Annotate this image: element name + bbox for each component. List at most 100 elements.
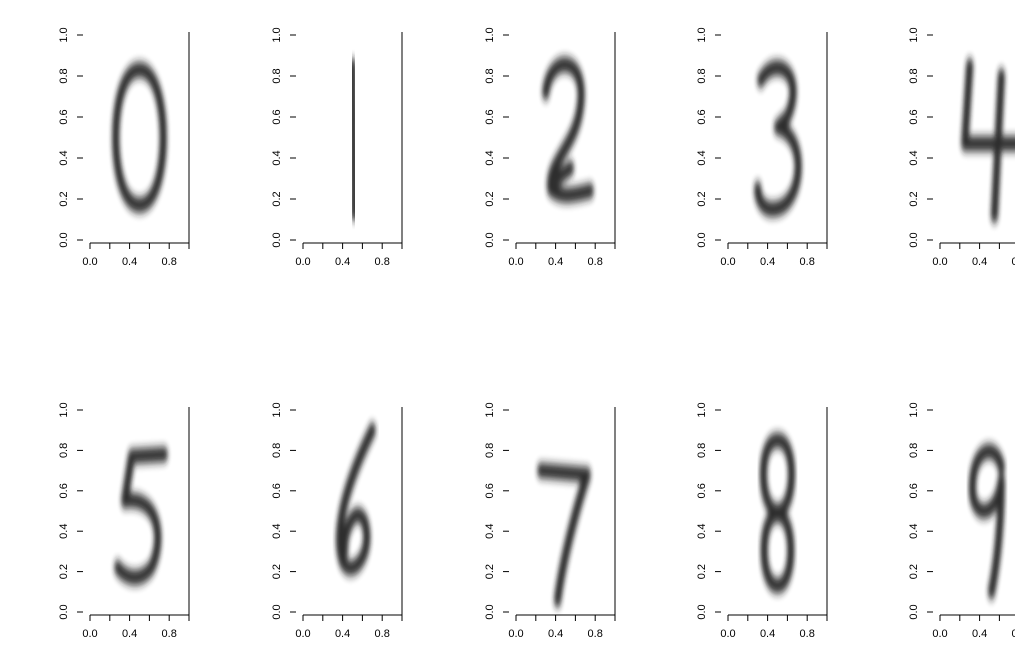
y-tick-label: 0.2 bbox=[58, 191, 70, 206]
x-tick-label: 0.4 bbox=[335, 628, 350, 640]
panel: 0.0 0.4 0.8 0.0 0.2 0.4 0.6 0.8 1.0 bbox=[58, 27, 189, 268]
y-tick-label: 0.0 bbox=[908, 604, 920, 619]
y-tick-label: 0.2 bbox=[484, 564, 496, 579]
x-tick-label: 0.8 bbox=[800, 256, 815, 268]
x-tick-label: 0.8 bbox=[800, 628, 815, 640]
x-tick-label: 0.8 bbox=[1012, 628, 1015, 640]
y-tick-label: 0.8 bbox=[696, 443, 708, 458]
panel: 0.0 0.4 0.8 0.0 0.2 0.4 0.6 0.8 1.0 bbox=[484, 402, 615, 640]
x-tick-label: 0.4 bbox=[335, 256, 350, 268]
y-tick-label: 0.6 bbox=[696, 483, 708, 498]
y-tick-label: 0.6 bbox=[484, 483, 496, 498]
digit-image bbox=[763, 440, 791, 585]
y-tick-label: 0.0 bbox=[484, 604, 496, 619]
x-tick-label: 0.4 bbox=[122, 628, 137, 640]
y-tick-label: 0.0 bbox=[58, 232, 70, 247]
y-tick-label: 0.2 bbox=[908, 564, 920, 579]
y-tick-label: 0.8 bbox=[696, 68, 708, 83]
y-tick-label: 1.0 bbox=[696, 402, 708, 417]
y-tick-label: 0.2 bbox=[58, 564, 70, 579]
y-tick-label: 0.4 bbox=[696, 524, 708, 539]
digit-image bbox=[118, 454, 165, 577]
y-tick-label: 0.4 bbox=[58, 524, 70, 539]
y-tick-label: 0.0 bbox=[484, 232, 496, 247]
x-tick-label: 0.0 bbox=[508, 256, 523, 268]
y-tick-label: 0.8 bbox=[271, 443, 283, 458]
y-tick-label: 0.6 bbox=[484, 109, 496, 124]
digit-image bbox=[972, 451, 1001, 591]
x-tick-label: 0.0 bbox=[720, 628, 735, 640]
x-tick-label: 0.4 bbox=[548, 628, 563, 640]
y-tick-label: 0.6 bbox=[908, 483, 920, 498]
y-tick-label: 1.0 bbox=[908, 402, 920, 417]
y-tick-label: 0.6 bbox=[271, 109, 283, 124]
panel: 0.0 0.4 0.8 0.0 0.2 0.4 0.6 0.8 1.0 bbox=[696, 402, 827, 640]
figure: 0.00.40.80.00.20.40.60.81.00.00.40.80.00… bbox=[0, 0, 1015, 649]
y-tick-label: 0.2 bbox=[271, 564, 283, 579]
digit-image bbox=[546, 65, 591, 196]
x-tick-label: 0.0 bbox=[932, 628, 947, 640]
y-tick-label: 0.4 bbox=[696, 150, 708, 165]
x-tick-label: 0.4 bbox=[122, 256, 137, 268]
digit-image bbox=[353, 66, 355, 214]
x-tick-label: 0.0 bbox=[720, 256, 735, 268]
x-tick-label: 0.8 bbox=[375, 628, 390, 640]
y-tick-label: 1.0 bbox=[271, 27, 283, 42]
y-tick-label: 0.6 bbox=[271, 483, 283, 498]
y-tick-label: 0.8 bbox=[908, 443, 920, 458]
y-tick-label: 0.4 bbox=[484, 150, 496, 165]
y-tick-label: 1.0 bbox=[58, 27, 70, 42]
y-tick-label: 1.0 bbox=[484, 402, 496, 417]
y-tick-label: 0.2 bbox=[271, 191, 283, 206]
y-tick-label: 0.4 bbox=[908, 524, 920, 539]
x-tick-label: 0.4 bbox=[760, 628, 775, 640]
x-tick-label: 0.0 bbox=[932, 256, 947, 268]
digit-image bbox=[758, 68, 799, 210]
digit-image bbox=[965, 66, 1015, 216]
x-tick-label: 0.0 bbox=[82, 628, 97, 640]
y-tick-label: 0.2 bbox=[908, 191, 920, 206]
y-tick-label: 0.0 bbox=[908, 232, 920, 247]
y-tick-label: 0.2 bbox=[484, 191, 496, 206]
y-tick-label: 0.0 bbox=[58, 604, 70, 619]
y-tick-label: 0.8 bbox=[484, 443, 496, 458]
y-tick-label: 0.0 bbox=[696, 604, 708, 619]
digit-image bbox=[339, 430, 372, 568]
x-tick-label: 0.0 bbox=[295, 256, 310, 268]
y-tick-label: 0.8 bbox=[484, 68, 496, 83]
y-tick-label: 0.4 bbox=[58, 150, 70, 165]
y-tick-label: 0.6 bbox=[58, 109, 70, 124]
x-tick-label: 0.8 bbox=[588, 628, 603, 640]
x-tick-label: 0.8 bbox=[162, 256, 177, 268]
y-tick-label: 0.4 bbox=[908, 150, 920, 165]
x-tick-label: 0.0 bbox=[82, 256, 97, 268]
y-tick-label: 1.0 bbox=[484, 27, 496, 42]
panel: 0.00.40.80.00.20.40.60.81.0 bbox=[908, 402, 1015, 640]
y-tick-label: 0.8 bbox=[58, 68, 70, 83]
y-tick-label: 0.0 bbox=[696, 232, 708, 247]
x-tick-label: 0.8 bbox=[162, 628, 177, 640]
x-tick-label: 0.8 bbox=[375, 256, 390, 268]
y-tick-label: 1.0 bbox=[908, 27, 920, 42]
x-tick-label: 0.0 bbox=[508, 628, 523, 640]
y-tick-label: 1.0 bbox=[696, 27, 708, 42]
y-tick-label: 0.6 bbox=[908, 109, 920, 124]
y-tick-label: 0.4 bbox=[271, 524, 283, 539]
x-tick-label: 0.0 bbox=[295, 628, 310, 640]
y-tick-label: 0.8 bbox=[908, 68, 920, 83]
y-tick-label: 1.0 bbox=[58, 402, 70, 417]
digit-image bbox=[116, 70, 164, 205]
x-tick-label: 0.4 bbox=[760, 256, 775, 268]
y-tick-label: 0.2 bbox=[696, 191, 708, 206]
x-tick-label: 0.4 bbox=[972, 256, 987, 268]
y-tick-label: 0.6 bbox=[58, 483, 70, 498]
digit-image bbox=[541, 471, 588, 600]
y-tick-label: 0.4 bbox=[271, 150, 283, 165]
y-tick-label: 0.2 bbox=[696, 564, 708, 579]
y-tick-label: 0.4 bbox=[484, 524, 496, 539]
